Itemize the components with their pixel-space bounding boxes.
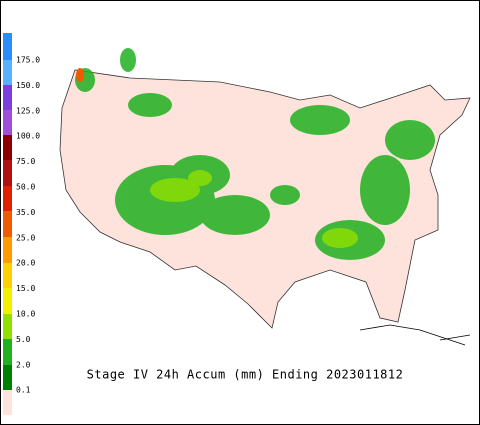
precip-area — [150, 178, 200, 202]
precip-area — [200, 195, 270, 235]
map — [59, 48, 471, 346]
color-bar-label: 75.0 — [16, 157, 35, 166]
color-bar-labels: 175.0 150.0 125.0 100.0 75.0 50.0 35.0 25.0 20.0… — [16, 56, 40, 395]
color-swatch — [3, 339, 12, 365]
color-swatch — [3, 33, 12, 60]
color-swatch — [3, 314, 12, 339]
color-swatch — [3, 365, 12, 390]
us-land — [59, 69, 471, 329]
color-bar — [3, 33, 12, 415]
color-swatch — [3, 237, 12, 263]
precip-area — [290, 105, 350, 135]
caribbean-coast — [359, 324, 471, 346]
caption: Stage IV 24h Accum (mm) Ending 202301181… — [87, 368, 404, 382]
color-swatch — [3, 288, 12, 314]
color-bar-label: 125.0 — [16, 106, 40, 115]
precip-area — [360, 155, 410, 225]
color-bar-label: 175.0 — [16, 56, 40, 65]
color-swatch — [3, 160, 12, 186]
precip-area — [76, 68, 84, 82]
precip-areas — [75, 48, 435, 260]
color-bar-label: 25.0 — [16, 233, 35, 242]
color-swatch — [3, 211, 12, 237]
color-bar-label: 2.0 — [16, 360, 31, 369]
color-bar-label: 15.0 — [16, 284, 35, 293]
precip-area — [270, 185, 300, 205]
color-bar-label: 0.1 — [16, 386, 31, 395]
color-swatch — [3, 390, 12, 415]
color-swatch — [3, 60, 12, 85]
color-swatch — [3, 263, 12, 288]
color-swatch — [3, 110, 12, 135]
precip-area — [322, 228, 358, 248]
color-bar-label: 100.0 — [16, 132, 40, 141]
precip-area — [385, 120, 435, 160]
precip-area — [128, 93, 172, 117]
color-bar-label: 150.0 — [16, 81, 40, 90]
color-bar-label: 20.0 — [16, 259, 35, 268]
precip-areas-light — [150, 170, 358, 248]
color-swatch — [3, 135, 12, 160]
color-bar-label: 35.0 — [16, 208, 35, 217]
color-swatch — [3, 85, 12, 110]
precip-area — [188, 170, 212, 186]
color-bar-label: 10.0 — [16, 310, 35, 319]
precip-area — [120, 48, 136, 72]
color-bar-label: 5.0 — [16, 335, 31, 344]
color-bar-label: 50.0 — [16, 183, 35, 192]
color-swatch — [3, 186, 12, 211]
